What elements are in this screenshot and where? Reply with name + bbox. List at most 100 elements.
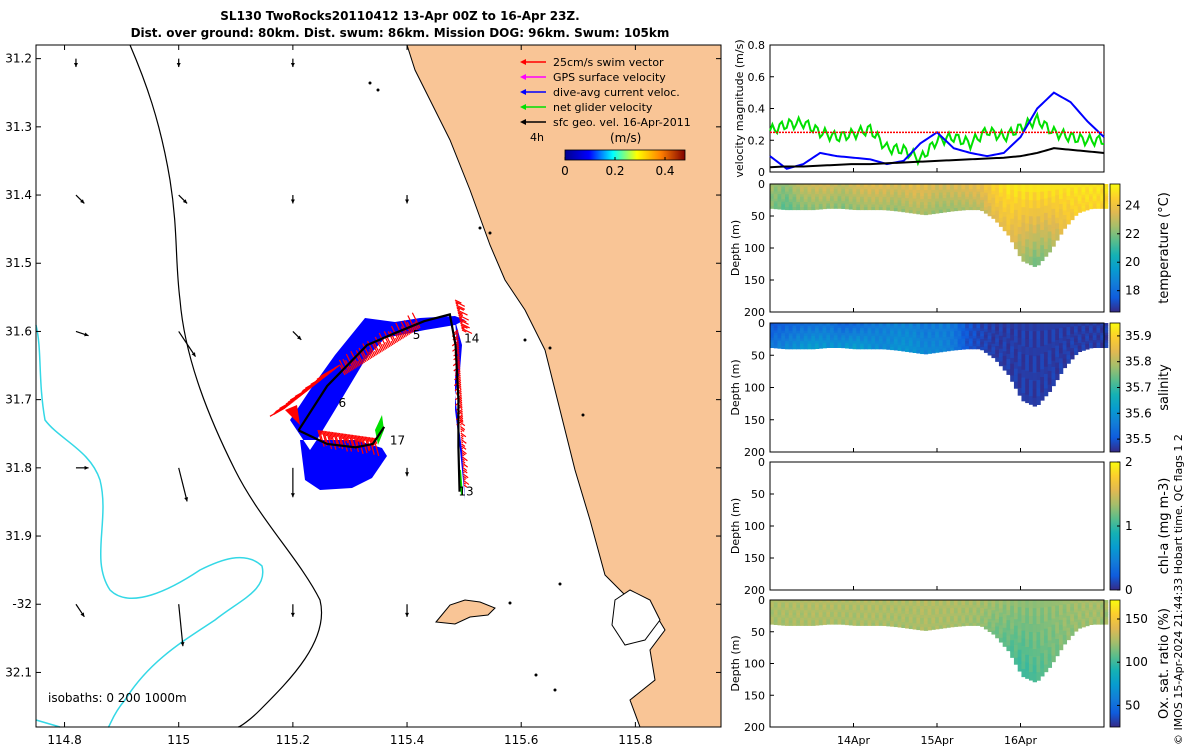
oxygen-section-cell [777,604,782,608]
oxygen-section-cell [1092,614,1098,618]
temperature-section-cell [815,196,820,200]
temperature-section-cell [1013,184,1019,191]
temperature-section-cell [875,201,880,205]
salinity-section-cell [983,349,989,353]
temperature-section-cell [1006,199,1011,205]
temperature-section-cell [968,207,974,211]
temperature-section-cell [995,218,1000,223]
time-x-tick-label: 14Apr [837,734,871,747]
temperature-section-cell [991,197,996,202]
salinity-section-cell [961,346,966,350]
salinity-section-cell [1040,338,1045,347]
salinity-section-cell [1013,349,1019,357]
oxygen-section-cell [1096,604,1101,608]
temperature-section-cell [1010,189,1015,197]
oxygen-section-cell [983,600,989,604]
oxygen-section-cell [792,617,797,621]
temperature-section-cell [972,189,977,193]
temperature-section-cell [1002,221,1007,227]
oxygen-section-cell [942,602,947,607]
temperature-section-cell [1025,223,1030,232]
chlorophyll-section-y-tick-label: 150 [744,552,765,565]
salinity-section-cell [807,333,812,337]
salinity-section-cell [878,338,884,342]
temperature-section-cell [886,186,891,190]
oxygen-section-cell [983,623,989,627]
temperature-section-cell [1028,240,1034,250]
temperature-section-cell [983,189,989,194]
temperature-section-cell [901,206,906,210]
temperature-section-cell [818,196,824,200]
oxygen-section-cell [826,616,831,620]
map-y-tick-label: 31.4 [5,188,32,202]
temperature-section-cell [935,204,940,208]
temperature-section-cell [893,184,899,188]
salinity-section-cell [890,328,895,332]
salinity-section-cell [987,329,992,334]
salinity-section-cell [998,357,1004,362]
salinity-section-cell [946,323,951,327]
oxygen-section-cell [1021,661,1026,670]
temperature-section-cell [957,184,962,188]
temperature-section-cell [927,208,932,212]
temperature-section-cell [1017,184,1022,192]
oxygen-section-cell [1002,641,1007,647]
oxygen-section-cell [867,607,872,611]
temperature-section-cell [950,200,955,204]
temperature-section-cell [991,211,996,216]
oxygen-section-cell [848,619,854,623]
velocity-y-tick-label: 0.8 [748,39,766,52]
salinity-section-cell [905,340,910,344]
salinity-section-cell [953,344,959,348]
oxygen-section-cell [781,602,786,606]
oxygen-section-cell [770,604,775,608]
colorbar-tick-label: 0.4 [655,164,674,178]
oxygen-section-cell [1092,602,1098,606]
oxygen-section-cell [1002,604,1007,610]
oxygen-section-cell [916,605,921,610]
temperature-section-cell [811,189,816,193]
oxygen-section-cell [822,600,827,603]
temperature-section-cell [920,211,925,215]
salinity-section-cell [837,345,842,349]
temperature-section-cell [830,191,835,195]
oxygen-section-cell [916,617,921,622]
oxygen-section-cell [905,625,910,629]
oxygen-section-cell [1077,622,1083,626]
temperature-section-cell [1104,184,1109,187]
oxygen-section-cell [1032,665,1038,675]
oxygen-section-cell [946,610,951,615]
oxygen-section-cell [965,612,970,616]
oxygen-section-cell [920,624,925,628]
salinity-section-colorbar-tick-label: 35.8 [1125,355,1152,369]
oxygen-section-cell [1092,600,1098,603]
temperature-section-cell [860,199,865,203]
temperature-section-cell [983,198,989,202]
salinity-section-cell [1028,331,1034,340]
salinity-section-cell [1066,351,1071,356]
oxygen-section-cell [1096,619,1101,623]
temperature-section-cell [890,205,895,209]
oxygen-section-cell [1025,662,1030,672]
salinity-section-cell [1032,331,1038,341]
oxygen-section-cell [845,612,850,616]
legend-arrowhead [520,89,526,95]
oxygen-section-cell [950,605,955,609]
oxygen-section-cell [927,623,932,628]
salinity-section-cell [871,323,876,327]
salinity-section-cell [863,341,869,345]
temperature-section-cell [1104,203,1109,207]
geo-vector-head [290,199,295,204]
oxygen-section-cell [1017,628,1022,637]
temperature-section-cell [927,187,932,191]
temperature-section-cell [942,203,947,207]
temperature-section-cell [968,199,974,203]
salinity-section-colorbar-label: salinity [1157,364,1172,411]
salinity-section-cell [1002,337,1007,343]
oxygen-section-cell [893,621,899,625]
oxygen-section-cell [788,610,794,614]
temperature-section-cell [788,191,794,195]
salinity-section-cell [987,326,992,330]
oxygen-section-cell [841,600,846,603]
oxygen-section-cell [987,600,992,604]
